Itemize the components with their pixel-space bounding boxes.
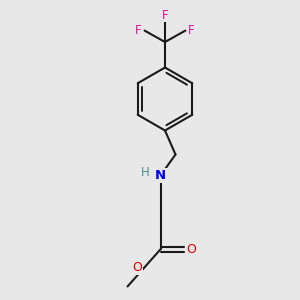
Text: O: O bbox=[187, 243, 196, 256]
Text: H: H bbox=[140, 166, 149, 179]
Text: N: N bbox=[155, 169, 166, 182]
Text: O: O bbox=[133, 261, 142, 274]
Text: F: F bbox=[188, 24, 195, 37]
Text: F: F bbox=[162, 8, 168, 22]
Text: F: F bbox=[135, 24, 142, 37]
